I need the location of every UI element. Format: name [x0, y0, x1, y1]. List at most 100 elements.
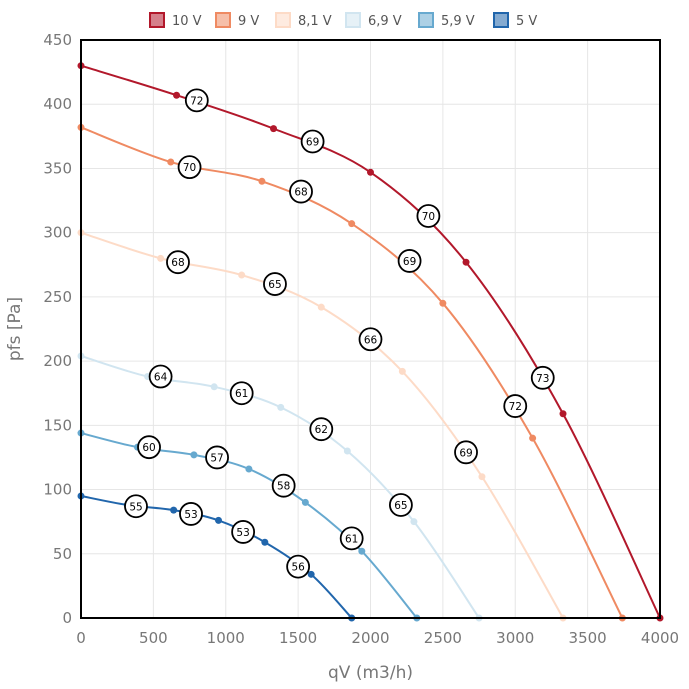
legend-label: 5,9 V — [441, 14, 475, 29]
annotation-label: 70 — [183, 162, 196, 174]
annotation-bubble — [205, 445, 229, 470]
annotation-bubble — [166, 250, 190, 275]
x-tick-label: 1000 — [207, 629, 245, 647]
y-tick-label: 150 — [43, 416, 72, 434]
series-5-v — [77, 492, 356, 622]
annotation-label: 73 — [536, 373, 549, 385]
legend-item-5-v[interactable]: 5 V — [493, 12, 537, 29]
annotation-bubble — [289, 179, 313, 204]
annotation-label: 69 — [459, 447, 472, 459]
legend-item-9-v[interactable]: 9 V — [215, 12, 259, 29]
x-tick-label: 1500 — [279, 629, 317, 647]
data-point — [190, 451, 198, 459]
annotation-label: 69 — [306, 136, 319, 148]
annotation-bubble — [137, 435, 161, 460]
y-tick-label: 400 — [43, 95, 72, 113]
annotation-bubble — [388, 493, 413, 517]
data-point — [258, 177, 266, 185]
legend-swatch — [345, 12, 361, 28]
data-point — [358, 547, 366, 555]
legend-item-5-9-v[interactable]: 5,9 V — [418, 12, 475, 29]
series-8-1-v — [77, 229, 567, 622]
x-tick-label: 4000 — [641, 629, 679, 647]
y-tick-label: 300 — [43, 224, 72, 242]
x-tick-label: 0 — [76, 629, 86, 647]
legend-swatch — [493, 12, 509, 28]
annotation-bubble — [177, 155, 202, 180]
annotation-bubble — [148, 364, 173, 389]
series-layer — [77, 62, 664, 622]
x-tick-label: 2000 — [351, 629, 389, 647]
y-tick-label: 450 — [43, 31, 72, 49]
annotation-label: 65 — [268, 279, 281, 291]
data-point — [367, 168, 374, 176]
data-point — [398, 367, 406, 375]
data-point — [301, 498, 309, 506]
annotation-bubble — [339, 526, 364, 551]
annotation-bubble — [454, 440, 478, 465]
y-tick-label: 250 — [43, 288, 72, 306]
data-point — [439, 299, 447, 307]
legend-item-10-v[interactable]: 10 V — [149, 12, 202, 29]
annotation-label: 69 — [403, 256, 416, 268]
legend-swatch — [215, 12, 231, 28]
annotation-bubble — [184, 88, 209, 113]
legend-item-8-1-v[interactable]: 8,1 V — [275, 12, 332, 29]
annotation-label: 53 — [236, 527, 249, 539]
legend-label: 8,1 V — [298, 14, 332, 29]
data-point — [167, 158, 175, 166]
x-tick-label: 3000 — [496, 629, 534, 647]
annotation-bubble — [179, 502, 203, 526]
annotations: 72 69 70 73 70 68 69 72 68 65 66 69 64 61 62 65 60 57 58 61… — [124, 88, 555, 579]
data-point — [173, 91, 181, 99]
legend-swatch — [149, 12, 165, 28]
data-point — [307, 570, 315, 578]
x-tick-label: 3500 — [569, 629, 607, 647]
data-point — [277, 403, 285, 411]
data-point — [210, 383, 218, 391]
series-9-v — [77, 123, 626, 622]
legend-label: 10 V — [172, 14, 202, 29]
data-point — [157, 254, 165, 262]
annotation-label: 64 — [154, 372, 168, 384]
legend-swatch — [275, 12, 291, 28]
annotation-label: 55 — [129, 501, 142, 513]
annotation-label: 58 — [277, 481, 290, 493]
annotation-bubble — [231, 520, 256, 544]
series-line-10-v — [80, 64, 661, 619]
legend-label: 6,9 V — [368, 14, 402, 29]
y-tick-label: 350 — [43, 159, 72, 177]
legend-item-6-9-v[interactable]: 6,9 V — [345, 12, 402, 29]
annotation-bubble — [416, 204, 441, 228]
annotation-bubble — [530, 365, 555, 390]
data-point — [317, 303, 325, 311]
legend[interactable]: 10 V 9 V 8,1 V 6,9 V 5,9 V 5 V — [149, 12, 537, 29]
data-point — [462, 258, 470, 266]
series-line-5-v — [80, 494, 353, 619]
annotation-bubble — [271, 473, 296, 498]
annotation-label: 60 — [142, 442, 155, 454]
y-axis-title: pfs [Pa] — [5, 297, 25, 361]
plot-frame — [80, 39, 661, 619]
x-axis-title: qV (m3/h) — [328, 663, 413, 683]
annotation-label: 70 — [422, 211, 435, 223]
annotation-bubble — [358, 327, 383, 352]
y-tick-label: 200 — [43, 352, 72, 370]
annotation-label: 72 — [509, 401, 522, 413]
data-point — [270, 125, 278, 133]
annotation-label: 61 — [235, 388, 248, 400]
y-tick-label: 0 — [62, 609, 72, 627]
legend-label: 9 V — [238, 14, 259, 29]
annotation-label: 53 — [184, 509, 197, 521]
series-line-9-v — [80, 126, 624, 619]
annotation-label: 57 — [210, 452, 223, 464]
annotation-bubble — [286, 554, 311, 579]
x-tick-labels: 0 500 1000 1500 2000 2500 3000 3500 4000 — [76, 629, 679, 647]
annotation-label: 66 — [364, 334, 378, 346]
data-point — [529, 434, 537, 442]
data-point — [559, 410, 567, 418]
data-point — [238, 271, 246, 279]
y-tick-labels: 0 50 100 150 200 250 300 350 400 450 — [43, 31, 72, 627]
annotation-bubble — [397, 249, 422, 273]
